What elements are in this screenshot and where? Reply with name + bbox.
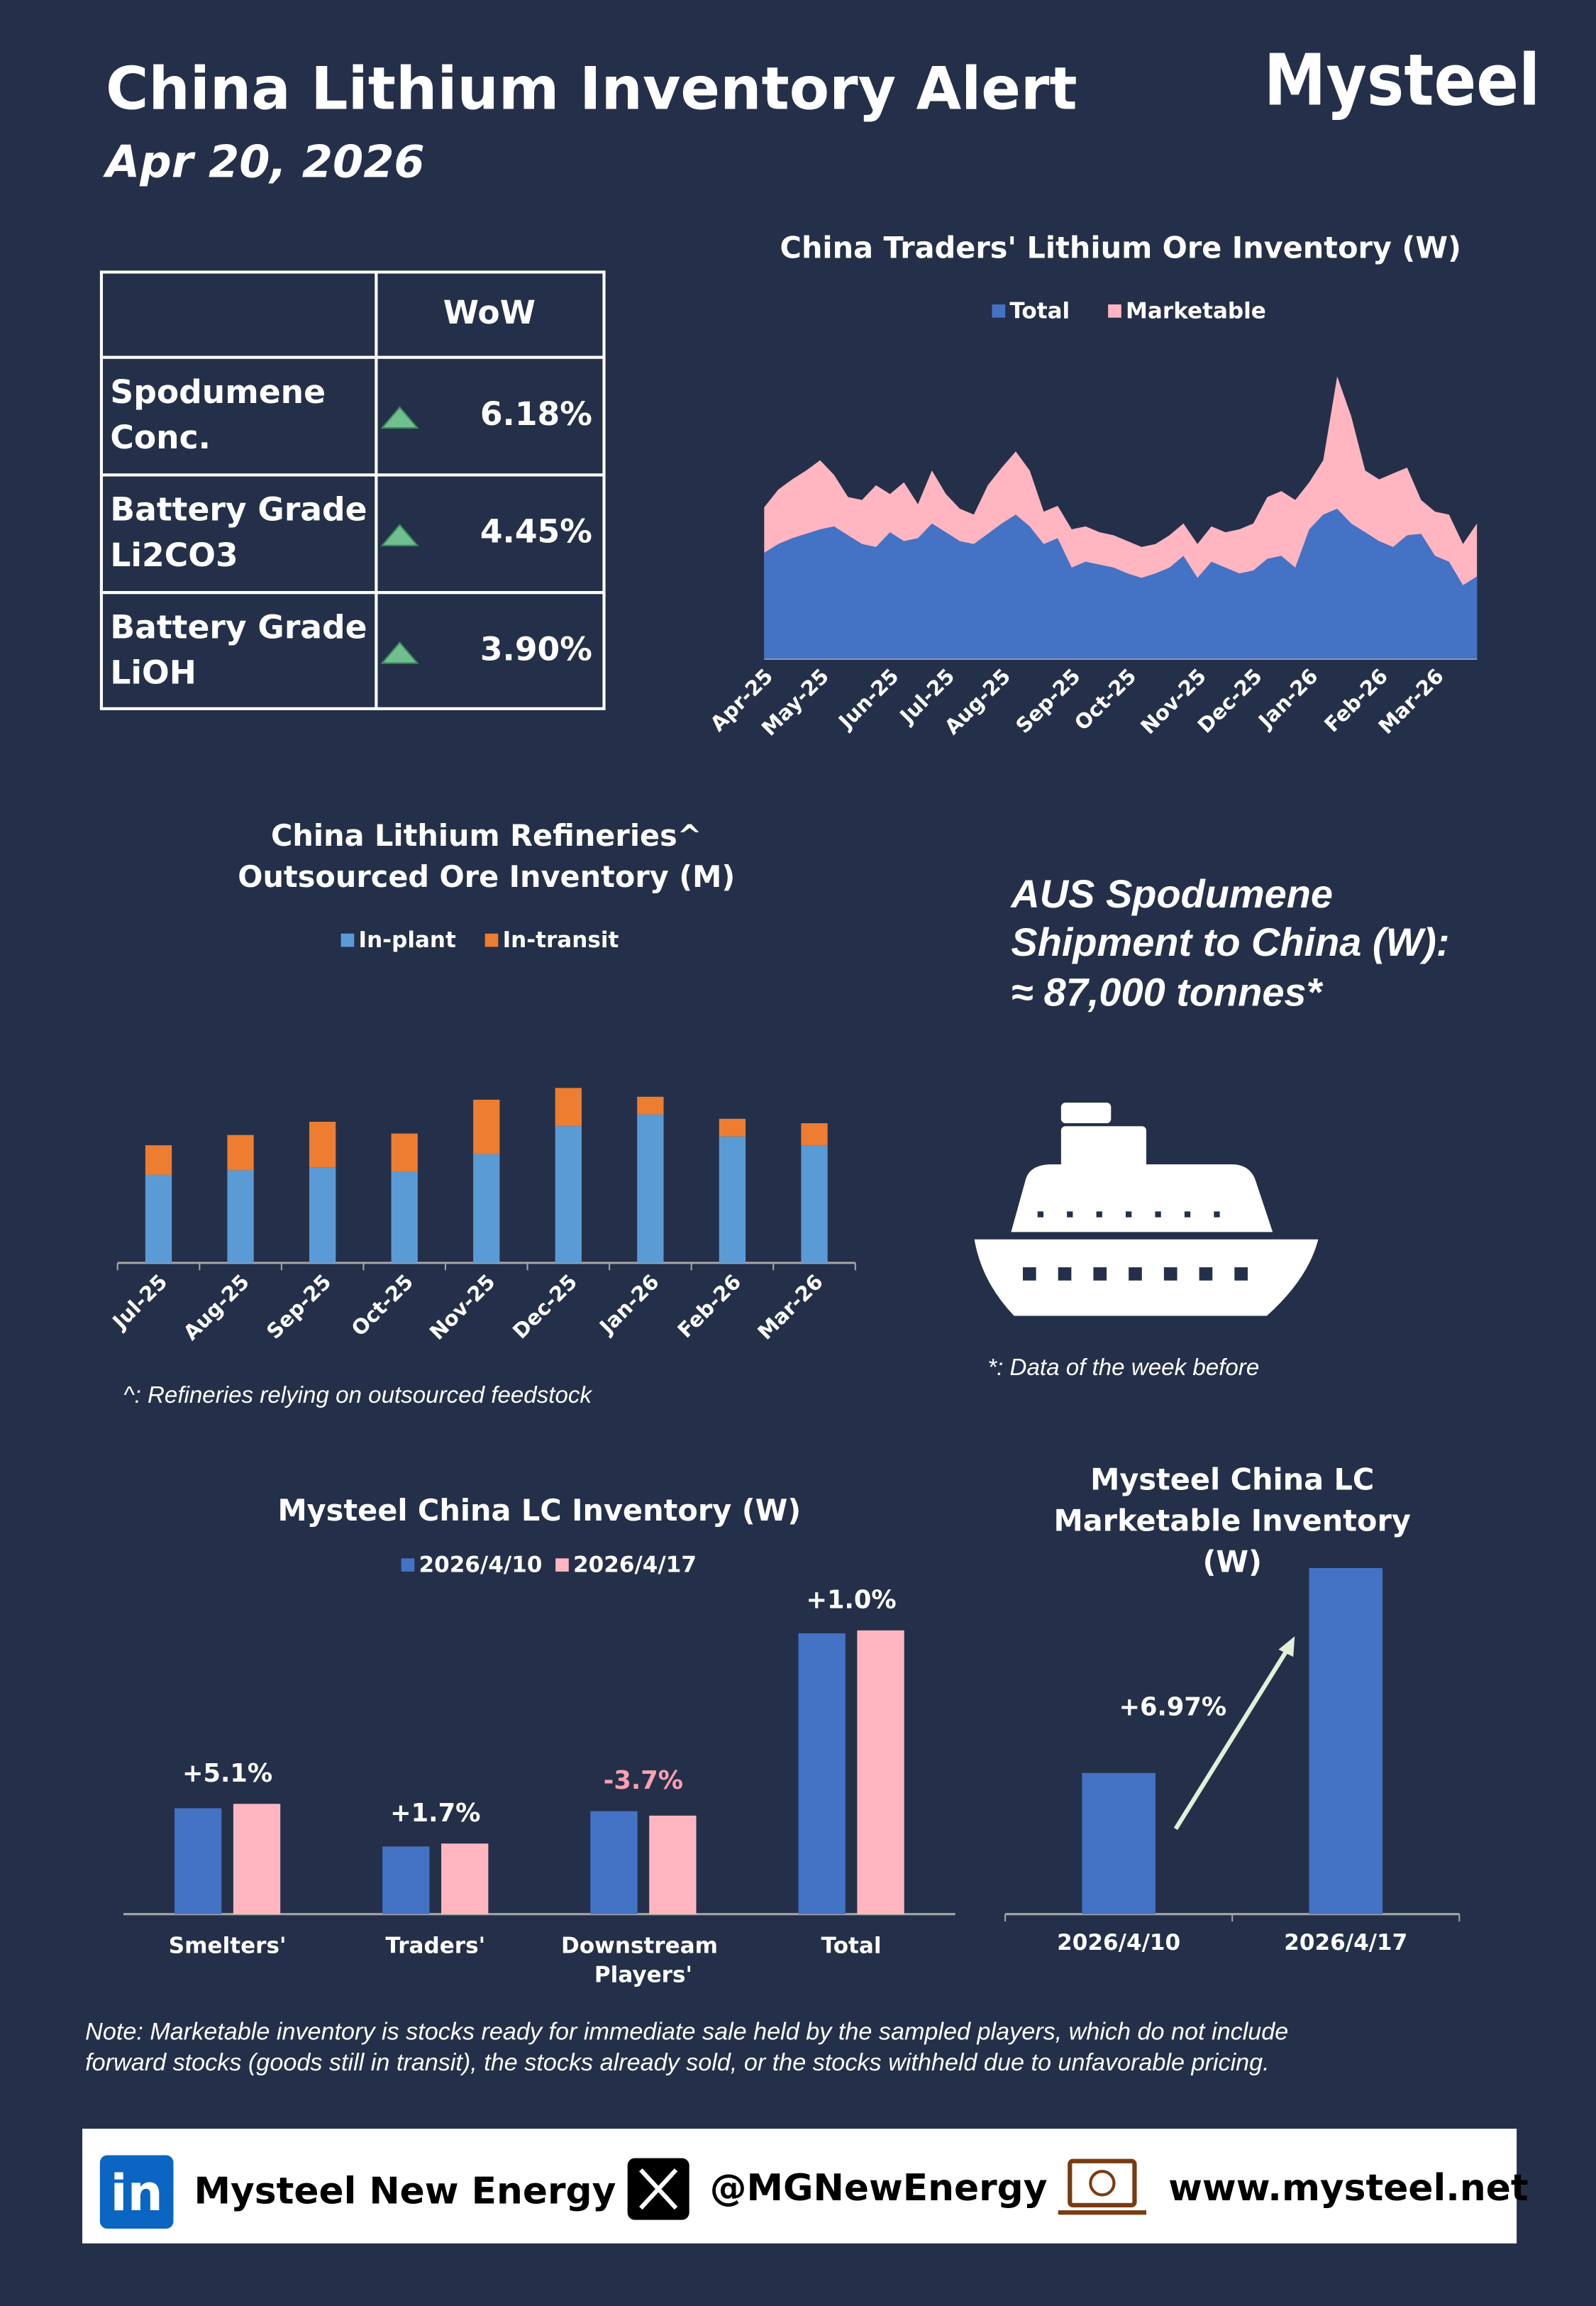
bar-segment xyxy=(801,1145,828,1263)
linkedin-icon xyxy=(99,2155,174,2229)
chart-title: China Traders' Lithium Ore Inventory (W) xyxy=(780,231,1461,265)
legend-swatch xyxy=(484,933,499,947)
row-name: Battery Grade xyxy=(110,491,367,529)
row-name: LiOH xyxy=(110,654,196,692)
row-name: Li2CO3 xyxy=(110,536,238,574)
annotation: +5.1% xyxy=(182,1759,272,1788)
bar xyxy=(233,1804,281,1914)
shipment-text: AUS Spodumene xyxy=(1009,871,1333,916)
annotation: -3.7% xyxy=(604,1766,683,1795)
bar-segment xyxy=(637,1096,664,1115)
x-tick-label: Total xyxy=(821,1933,882,1958)
bar-segment xyxy=(555,1088,582,1127)
bar-segment xyxy=(801,1123,828,1146)
footer xyxy=(82,2129,1517,2244)
row-name: Conc. xyxy=(110,419,211,456)
row-value: 4.45% xyxy=(480,513,592,551)
bar-segment xyxy=(391,1133,418,1172)
chart-title: Marketable Inventory xyxy=(1054,1504,1411,1538)
ship-icon xyxy=(974,1103,1319,1316)
date: Apr 20, 2026 xyxy=(102,136,425,187)
x-tick-label: Traders' xyxy=(385,1933,485,1958)
annotation: +1.0% xyxy=(807,1585,897,1614)
bar-segment xyxy=(637,1114,664,1263)
chart-title: Outsourced Ore Inventory (M) xyxy=(238,860,735,894)
bar xyxy=(1082,1772,1156,1914)
chart-title: (W) xyxy=(1202,1545,1262,1579)
up-arrow xyxy=(380,406,419,429)
legend-label: Marketable xyxy=(1126,298,1266,324)
legend-label: 2026/4/17 xyxy=(573,1552,697,1578)
bar xyxy=(649,1815,697,1914)
x-glyph xyxy=(639,2168,678,2210)
logo: Mysteel xyxy=(1264,40,1541,122)
chart-title: Mysteel China LC Inventory (W) xyxy=(277,1494,801,1528)
shipment-footnote: *: Data of the week before xyxy=(987,1355,1259,1381)
bar-segment xyxy=(309,1167,336,1263)
area xyxy=(764,509,1478,659)
ship-windows xyxy=(1022,1211,1248,1281)
bar-segment xyxy=(227,1135,254,1171)
bar xyxy=(174,1808,222,1914)
chart-title: Mysteel China LC xyxy=(1090,1463,1374,1497)
shipment-text: Shipment to China (W): xyxy=(1011,920,1449,964)
legend-swatch xyxy=(992,304,1006,318)
shipment-text: ≈ 87,000 tonnes* xyxy=(1011,970,1323,1015)
table-header: WoW xyxy=(443,294,536,331)
bar xyxy=(382,1846,430,1914)
legend-label: In-transit xyxy=(503,927,619,953)
row-name: Spodumene xyxy=(110,373,326,411)
legend-swatch xyxy=(340,933,355,947)
footer-text: www.mysteel.net xyxy=(1168,2167,1529,2210)
footer-text: Mysteel New Energy xyxy=(194,2170,616,2212)
bar-segment xyxy=(145,1174,172,1263)
x-tick-label: Smelters' xyxy=(169,1933,287,1958)
row-value: 3.90% xyxy=(480,630,592,668)
up-arrow xyxy=(380,641,419,664)
bar-segment xyxy=(719,1136,746,1263)
note: forward stocks (goods still in transit),… xyxy=(85,2049,1270,2076)
table-frame xyxy=(99,270,606,710)
web-icon xyxy=(1058,2158,1147,2215)
chart-title: China Lithium Refineries^ xyxy=(271,819,702,853)
x-tick-label: 2026/4/17 xyxy=(1284,1930,1407,1955)
legend-swatch xyxy=(555,1558,569,1572)
up-arrow xyxy=(380,524,419,546)
arrow xyxy=(1173,1648,1290,1831)
legend-label: In-plant xyxy=(359,927,457,953)
legend-swatch xyxy=(1108,304,1121,318)
bar xyxy=(1309,1567,1383,1914)
bar-segment xyxy=(391,1171,418,1263)
bar xyxy=(441,1843,489,1914)
chart-footnote: ^: Refineries relying on outsourced feed… xyxy=(123,1382,592,1408)
annotation: +6.97% xyxy=(1119,1693,1226,1722)
legend-label: 2026/4/10 xyxy=(419,1552,542,1578)
legend-swatch xyxy=(401,1558,415,1572)
bar-segment xyxy=(145,1145,172,1175)
bar-segment xyxy=(309,1121,336,1168)
bar-segment xyxy=(473,1154,500,1263)
row-value: 6.18% xyxy=(480,395,592,433)
linkedin-glyph: in xyxy=(111,2164,163,2222)
main-title: China Lithium Inventory Alert xyxy=(106,55,1077,123)
footer-text: @MGNewEnergy xyxy=(710,2167,1048,2210)
bar xyxy=(798,1633,846,1914)
x-tick-label: 2026/4/10 xyxy=(1057,1930,1180,1955)
row-name: Battery Grade xyxy=(110,608,367,646)
arrow-head xyxy=(1278,1636,1295,1657)
note: Note: Marketable inventory is stocks rea… xyxy=(85,2019,1288,2046)
legend-label: Total xyxy=(1009,298,1070,324)
bar xyxy=(590,1811,638,1914)
x-tick-label: Downstream Players' xyxy=(561,1933,726,1987)
bar-segment xyxy=(227,1170,254,1263)
annotation: +1.7% xyxy=(390,1799,480,1828)
bar-segment xyxy=(473,1099,500,1154)
bar-segment xyxy=(555,1126,582,1263)
bar xyxy=(857,1630,904,1914)
bar-segment xyxy=(719,1118,746,1137)
